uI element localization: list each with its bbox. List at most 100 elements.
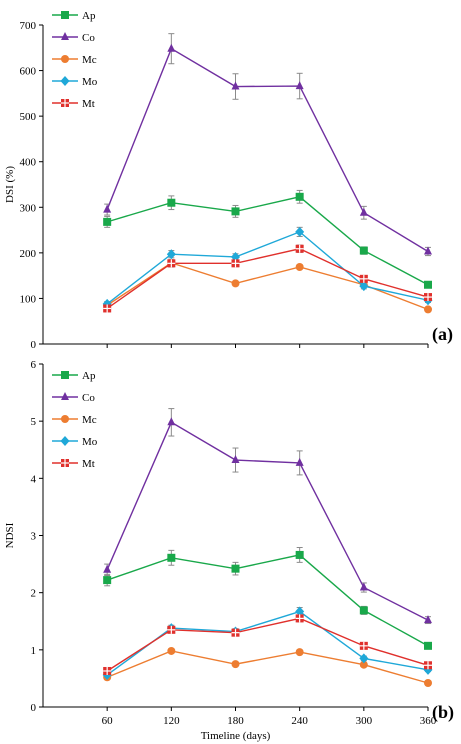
y-tick-label-7: 700: [20, 20, 37, 32]
marker-ap-4: [359, 606, 368, 615]
legend: Ap Co Mc Mo Mt: [52, 370, 98, 470]
series-mt: [103, 244, 432, 313]
marker-mc-4: [359, 660, 368, 669]
y-tick-label-1: 100: [20, 293, 37, 305]
y-tick-label-6: 6: [31, 359, 37, 371]
x-tick-label-5: 360: [420, 715, 437, 727]
x-axis-title: Timeline (days): [201, 730, 271, 742]
y-tick-label-1: 1: [31, 645, 37, 657]
legend-label-ap: Ap: [82, 370, 96, 382]
series-mo: [102, 226, 433, 309]
marker-ap-5: [424, 641, 432, 650]
x-tick-label-2: 180: [227, 715, 244, 727]
marker-ap-2: [231, 207, 240, 216]
marker-ap-1: [167, 198, 176, 207]
y-tick-label-0: 0: [31, 702, 37, 714]
legend-label-ap: Ap: [82, 10, 96, 22]
panel-b: 0 1 2 3 4 5 6 60 120 180 240 300 360 NDSI Timeline (da…: [4, 359, 454, 742]
x-tick-label-0: 60: [102, 715, 114, 727]
y-axis-title: DSI (%): [4, 166, 16, 203]
marker-co-3: [295, 457, 304, 466]
marker-co-2: [231, 81, 240, 90]
marker-mo-1: [166, 249, 176, 260]
marker-mc-3: [295, 648, 304, 657]
marker-mc-2: [231, 279, 240, 288]
panel-a: 0 100 200 300 400 500 600 700 DSI (%) (a) Ap Co Mc Mo…: [4, 10, 453, 351]
marker-co-0: [103, 564, 112, 573]
marker-ap-2: [231, 564, 240, 573]
series-line-co: [106, 421, 429, 621]
series-line-mt: [106, 248, 429, 310]
marker-ap-1: [167, 553, 176, 562]
series-co: [103, 408, 432, 625]
marker-ap-4: [359, 246, 368, 255]
marker-mo-3: [295, 226, 305, 237]
marker-ap-3: [295, 550, 304, 559]
marker-co-4: [359, 582, 368, 591]
series-line-mt: [106, 617, 429, 672]
y-tick-label-2: 200: [20, 248, 37, 260]
series-mo: [102, 606, 433, 680]
marker-mc-5: [424, 305, 432, 314]
y-tick-label-0: 0: [31, 339, 37, 351]
marker-legend-mc-0: [61, 415, 69, 423]
y-tick-label-4: 4: [31, 473, 37, 485]
marker-mc-3: [295, 262, 304, 271]
marker-ap-5: [424, 280, 432, 289]
legend-label-mt: Mt: [82, 458, 95, 470]
y-tick-label-5: 500: [20, 111, 37, 123]
y-tick-label-2: 2: [31, 588, 37, 600]
y-tick-label-6: 600: [20, 66, 37, 78]
marker-mc-5: [424, 678, 432, 687]
series-ap: [103, 547, 432, 650]
marker-legend-ap-0: [61, 371, 69, 379]
legend-label-co: Co: [82, 392, 95, 404]
marker-legend-mo-0: [60, 436, 70, 446]
marker-mc-2: [231, 660, 240, 669]
marker-co-2: [231, 455, 240, 464]
series-line-mo: [106, 231, 429, 305]
legend-label-mc: Mc: [82, 54, 97, 66]
series-co: [103, 33, 432, 257]
y-axis-title: NDSI: [4, 522, 16, 548]
series-mt: [103, 614, 432, 675]
marker-ap-3: [295, 192, 304, 201]
legend-label-mt: Mt: [82, 98, 95, 110]
series-mc: [103, 646, 432, 687]
marker-legend-mo-0: [60, 76, 70, 86]
panel-label: (b): [432, 702, 454, 723]
series-line-mc: [106, 262, 429, 311]
marker-legend-mc-0: [61, 55, 69, 63]
series-mc: [103, 258, 432, 314]
marker-ap-0: [103, 217, 112, 226]
marker-mo-3: [295, 606, 305, 617]
marker-co-5: [424, 246, 432, 255]
x-tick-label-3: 240: [291, 715, 308, 727]
marker-mc-1: [167, 646, 176, 655]
marker-co-3: [295, 81, 304, 90]
marker-legend-co-0: [61, 392, 69, 400]
y-tick-label-4: 400: [20, 157, 37, 169]
marker-mo-4: [359, 281, 369, 292]
marker-co-1: [167, 417, 176, 426]
legend-label-mc: Mc: [82, 414, 97, 426]
legend: Ap Co Mc Mo Mt: [52, 10, 98, 110]
series-line-ap: [106, 196, 429, 286]
y-tick-label-3: 3: [31, 531, 37, 543]
marker-co-1: [167, 43, 176, 52]
legend-label-mo: Mo: [82, 76, 98, 88]
series-line-mo: [106, 610, 429, 676]
marker-ap-0: [103, 576, 112, 585]
legend-label-mo: Mo: [82, 436, 98, 448]
marker-legend-co-0: [61, 32, 69, 40]
y-tick-label-3: 300: [20, 202, 37, 214]
series-line-mc: [106, 650, 429, 684]
series-line-co: [106, 47, 429, 253]
legend-label-co: Co: [82, 32, 95, 44]
series-line-ap: [106, 554, 429, 647]
y-tick-label-5: 5: [31, 416, 37, 428]
series-ap: [103, 189, 432, 289]
marker-legend-ap-0: [61, 11, 69, 19]
marker-mo-4: [359, 653, 369, 664]
